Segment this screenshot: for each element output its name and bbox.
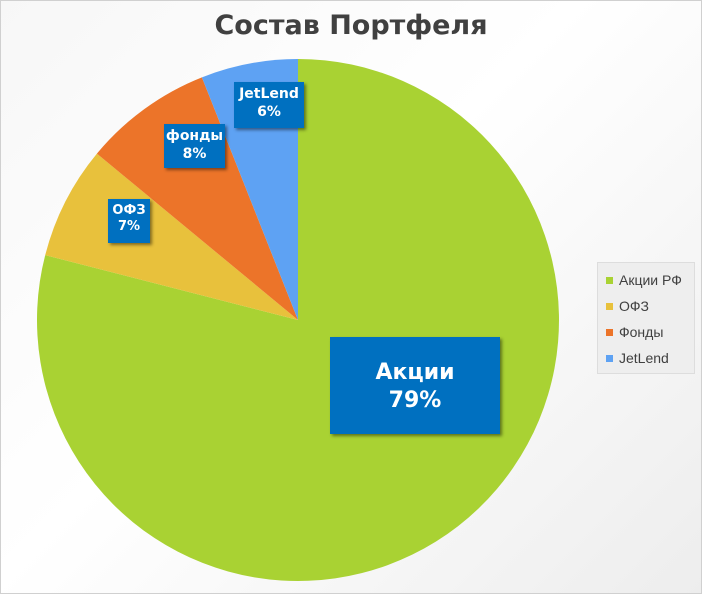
data-label-name: ОФЗ: [112, 203, 146, 218]
data-label-value: 79%: [388, 387, 442, 413]
data-label-name: фонды: [165, 128, 224, 144]
data-label-value: 8%: [182, 145, 207, 162]
legend-swatch: [606, 302, 613, 310]
data-label-akcii: Акции 79%: [330, 337, 500, 434]
legend-swatch: [606, 328, 613, 336]
legend-label: JetLend: [619, 350, 669, 366]
legend-label: ОФЗ: [619, 298, 649, 314]
data-label-value: 7%: [117, 219, 141, 235]
slice-akcii-rf: [37, 59, 560, 581]
data-label-value: 6%: [257, 103, 281, 120]
legend-swatch: [606, 276, 613, 284]
slice-fondy: [96, 77, 298, 320]
slice-ofz: [45, 153, 298, 320]
legend-label: Акции РФ: [619, 272, 682, 288]
legend-swatch: [606, 354, 613, 362]
data-label-name: JetLend: [239, 86, 299, 102]
chart-title: Состав Портфеля: [214, 10, 488, 41]
data-label-name: Акции: [375, 360, 455, 385]
legend: Акции РФ ОФЗ Фонды JetLend: [597, 262, 695, 374]
legend-item-jetlend: JetLend: [606, 349, 669, 367]
data-label-ofz: ОФЗ 7%: [108, 199, 150, 243]
legend-item-akcii-rf: Акции РФ: [606, 271, 682, 289]
data-label-jetlend: JetLend 6%: [234, 82, 304, 128]
legend-item-fondy: Фонды: [606, 323, 663, 341]
legend-item-ofz: ОФЗ: [606, 297, 649, 315]
legend-label: Фонды: [619, 324, 664, 340]
data-label-fondy: фонды 8%: [164, 124, 225, 168]
